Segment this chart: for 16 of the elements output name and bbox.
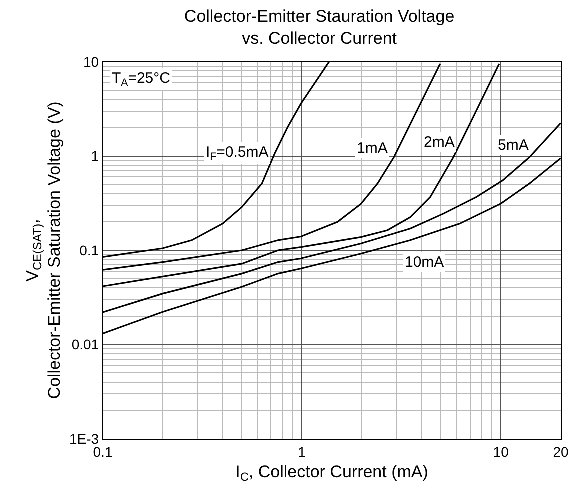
- annotation: 10mA: [405, 254, 444, 271]
- x-tick-label: 10: [493, 444, 510, 460]
- annotation: 1mA: [357, 140, 388, 157]
- y-tick-label: 1: [91, 148, 100, 164]
- y-tick-label: 10: [84, 54, 100, 70]
- x-tick-label: 1: [298, 444, 306, 460]
- y-tick-label: 0.01: [72, 336, 100, 353]
- annotation: 2mA: [424, 134, 455, 151]
- annotation: 5mA: [498, 137, 529, 154]
- x-tick-label: 20: [553, 444, 569, 460]
- x-axis-title: I$_{C}$, Collector Current (mA): [236, 462, 428, 484]
- annotation: T$_{A}$=25°C: [112, 70, 171, 90]
- y-tick-label: 1E-3: [70, 430, 100, 447]
- annotation: I$_{F}$=0.5mA: [206, 144, 269, 164]
- y-tick-label: 0.1: [80, 242, 100, 258]
- chart-title: Collector-Emitter Stauration Voltage vs. Collector Current: [184, 7, 455, 48]
